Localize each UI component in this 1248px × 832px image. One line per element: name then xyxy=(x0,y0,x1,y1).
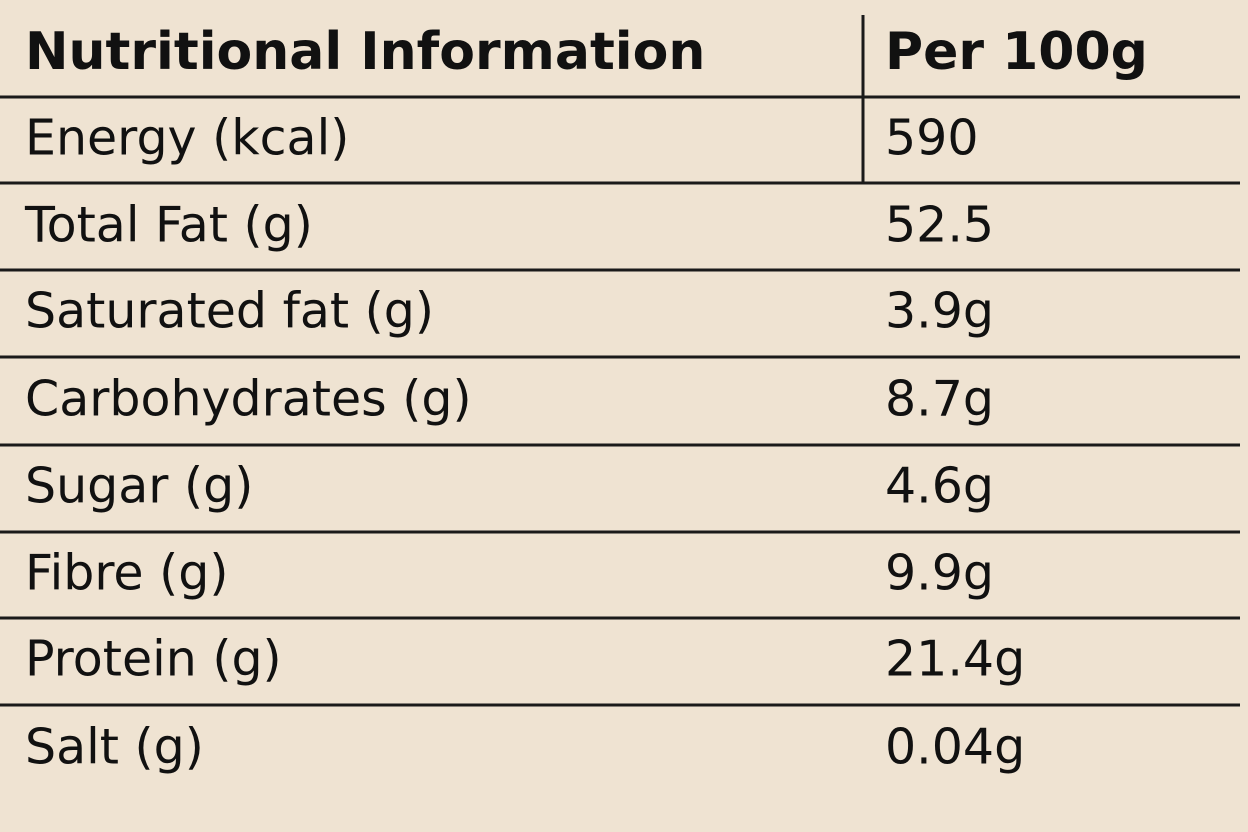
nutrient-value: 0.04g xyxy=(885,719,1025,776)
nutrient-label: Saturated fat (g) xyxy=(25,283,434,340)
nutrient-label: Total Fat (g) xyxy=(24,197,313,254)
nutrient-label: Fibre (g) xyxy=(25,545,228,602)
nutrient-value: 21.4g xyxy=(885,631,1025,688)
nutrient-value: 4.6g xyxy=(885,458,994,515)
header-cell: Nutritional Information xyxy=(25,22,705,82)
nutrient-value: 8.7g xyxy=(885,371,994,428)
nutrient-value: 52.5 xyxy=(885,197,994,254)
nutrient-label: Salt (g) xyxy=(25,719,204,776)
nutrient-value: 9.9g xyxy=(885,545,994,602)
nutrient-value: 590 xyxy=(885,110,979,167)
nutrient-label: Protein (g) xyxy=(25,631,282,688)
nutrient-label: Sugar (g) xyxy=(25,458,253,515)
nutrient-label: Energy (kcal) xyxy=(25,110,349,167)
header-cell: Per 100g xyxy=(885,22,1148,82)
nutrient-value: 3.9g xyxy=(885,283,994,340)
nutrient-label: Carbohydrates (g) xyxy=(25,371,472,428)
